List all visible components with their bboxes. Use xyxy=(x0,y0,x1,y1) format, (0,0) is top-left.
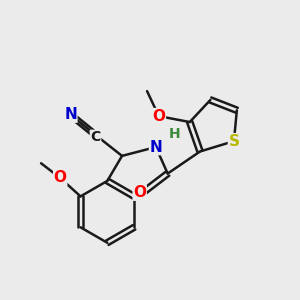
Text: C: C xyxy=(90,130,101,144)
Text: O: O xyxy=(54,170,67,185)
Text: O: O xyxy=(133,185,146,200)
Text: N: N xyxy=(64,107,77,122)
Text: N: N xyxy=(149,140,162,154)
Text: H: H xyxy=(169,127,181,141)
Text: O: O xyxy=(152,109,165,124)
Text: S: S xyxy=(228,134,239,149)
